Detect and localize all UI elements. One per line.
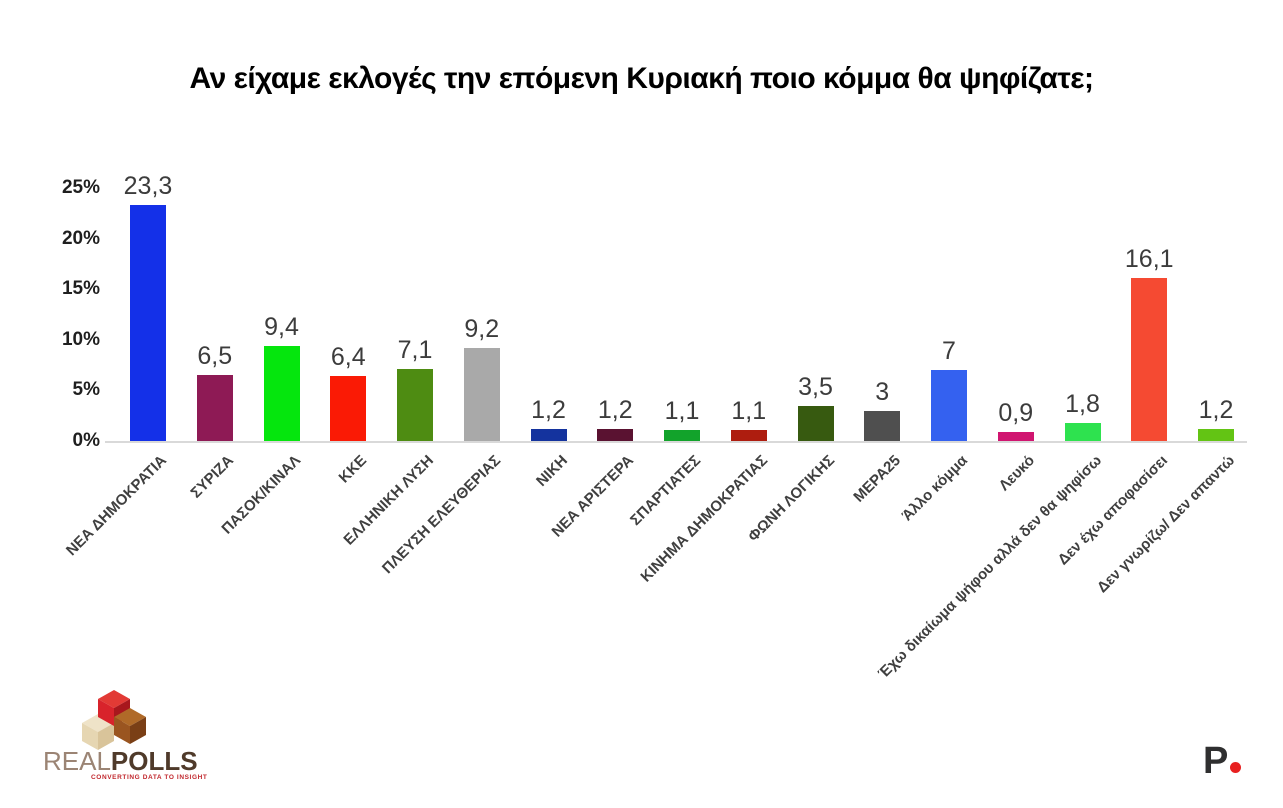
- bar: [931, 370, 967, 441]
- realpolls-wordmark: REALPOLLS: [43, 746, 198, 777]
- bar-value-label: 1,8: [1065, 390, 1100, 418]
- bar-category-label: Λευκό: [995, 452, 1038, 495]
- bar-value-label: 3,5: [798, 373, 833, 401]
- bar-value-label: 7: [942, 337, 956, 365]
- bar-category-label: ΚΙΝΗΜΑ ΔΗΜΟΚΡΑΤΙΑΣ: [637, 452, 771, 586]
- bar-category-label: ΜΕΡΑ25: [850, 452, 905, 506]
- bar: [263, 346, 300, 441]
- bar-category-label: Έχω δικαίωμα ψήφου αλλά δεν θα ψηφίσω: [874, 452, 1105, 683]
- publisher-logo-dot-icon: [1230, 762, 1242, 773]
- bar: [130, 205, 166, 441]
- y-axis-tick: 25%: [61, 177, 100, 198]
- publisher-logo-letter: P: [1203, 740, 1229, 782]
- bar-value-label: 23,3: [123, 172, 173, 200]
- y-axis-tick: 20%: [61, 227, 100, 249]
- realpolls-cubes-icon: [82, 690, 146, 750]
- x-axis-baseline: [105, 441, 1247, 443]
- bar: [1064, 423, 1101, 441]
- bar-value-label: 1,2: [597, 396, 633, 424]
- bar-category-label: Δεν γνωρίζω/ Δεν απαντώ: [1093, 452, 1239, 597]
- bar-value-label: 6,5: [197, 342, 233, 370]
- bar-category-label: ΠΑΣΟΚ/ΚΙΝΑΛ: [217, 452, 304, 538]
- y-axis-tick: 5%: [72, 379, 100, 401]
- bar-value-label: 1,2: [1198, 396, 1234, 424]
- bar-category-label: Άλλο κόμμα: [898, 452, 972, 525]
- bar-category-label: ΕΛΛΗΝΙΚΗ ΛΥΣΗ: [340, 452, 438, 549]
- bar-value-label: 1,1: [664, 397, 700, 425]
- bar-value-label: 1,1: [731, 397, 767, 425]
- bar: [463, 348, 500, 441]
- bar-category-label: ΦΩΝΗ ΛΟΓΙΚΗΣ: [744, 452, 838, 546]
- bar-value-label: 0,9: [998, 399, 1034, 427]
- bar: [730, 430, 767, 441]
- bar-value-label: 6,4: [330, 343, 366, 371]
- bar: [1198, 429, 1234, 441]
- realpolls-wordmark-polls: POLLS: [110, 746, 198, 776]
- bar: [330, 376, 367, 441]
- bar: [864, 411, 901, 441]
- bar-category-label: ΠΛΕΥΣΗ ΕΛΕΥΘΕΡΙΑΣ: [378, 452, 504, 578]
- bar: [797, 406, 834, 441]
- bar-category-label: ΝΙΚΗ: [532, 452, 571, 490]
- bar: [196, 375, 233, 441]
- bar-value-label: 3: [875, 378, 890, 406]
- bar-category-label: ΝΕΑ ΑΡΙΣΤΕΡΑ: [548, 452, 638, 541]
- bar-value-label: 7,1: [397, 336, 433, 364]
- bar: [530, 429, 567, 441]
- bar: [397, 369, 433, 441]
- bar-value-label: 1,2: [531, 396, 566, 424]
- chart-title: Αν είχαμε εκλογές την επόμενη Κυριακή πο…: [189, 62, 1094, 95]
- bar-value-label: 9,4: [264, 313, 299, 341]
- bar: [1131, 278, 1168, 441]
- realpolls-wordmark-real: REAL: [43, 746, 111, 776]
- bar-value-label: 9,2: [464, 315, 500, 343]
- realpolls-tagline: CONVERTING DATA TO INSIGHT: [91, 774, 208, 781]
- bar: [597, 429, 634, 441]
- publisher-logo: P: [1203, 740, 1242, 782]
- y-axis-tick: 0%: [72, 430, 100, 451]
- y-axis-tick: 15%: [61, 278, 100, 300]
- bar-category-label: Δεν έχω αποφασίσει: [1054, 452, 1172, 569]
- bar-category-label: ΚΚΕ: [335, 452, 371, 487]
- bar: [997, 432, 1034, 441]
- bar-value-label: 16,1: [1124, 245, 1174, 273]
- bar-category-label: ΣΠΑΡΤΙΑΤΕΣ: [627, 452, 705, 529]
- bar: [664, 430, 700, 441]
- y-axis-tick: 10%: [61, 328, 100, 350]
